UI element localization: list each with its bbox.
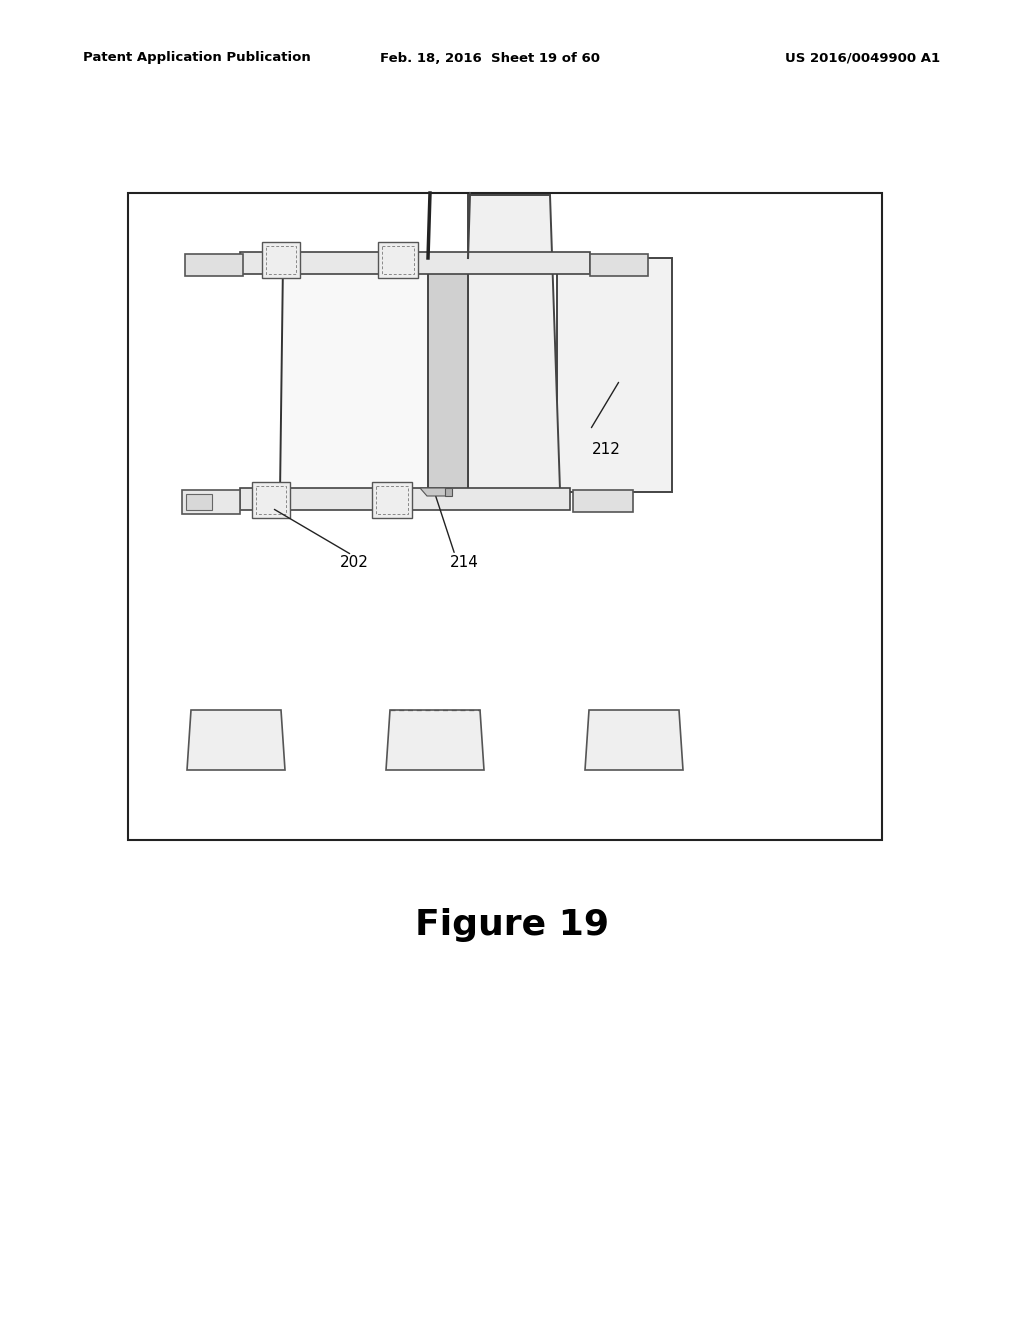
Bar [186,494,212,510]
Bar [573,490,633,512]
Bar [378,242,418,279]
Polygon shape [428,257,468,490]
Polygon shape [420,488,452,496]
Text: US 2016/0049900 A1: US 2016/0049900 A1 [784,51,940,65]
Bar [266,246,296,275]
Polygon shape [585,710,683,770]
Bar [182,490,240,513]
Bar [128,193,882,840]
Bar [376,486,408,513]
Bar [382,246,414,275]
Text: Figure 19: Figure 19 [415,908,609,942]
Text: 214: 214 [450,554,479,570]
Polygon shape [187,710,285,770]
Bar [256,486,286,513]
Polygon shape [468,195,560,490]
Text: Feb. 18, 2016  Sheet 19 of 60: Feb. 18, 2016 Sheet 19 of 60 [380,51,600,65]
Text: 212: 212 [592,442,621,457]
Text: Patent Application Publication: Patent Application Publication [83,51,310,65]
Bar [240,252,590,275]
Polygon shape [557,257,672,492]
Bar [590,253,648,276]
Polygon shape [280,257,468,494]
Text: 202: 202 [340,554,369,570]
Bar [372,482,412,517]
Bar [252,482,290,517]
Bar [262,242,300,279]
Polygon shape [386,710,484,770]
Bar [185,253,243,276]
Bar [240,488,570,510]
Polygon shape [445,488,452,496]
